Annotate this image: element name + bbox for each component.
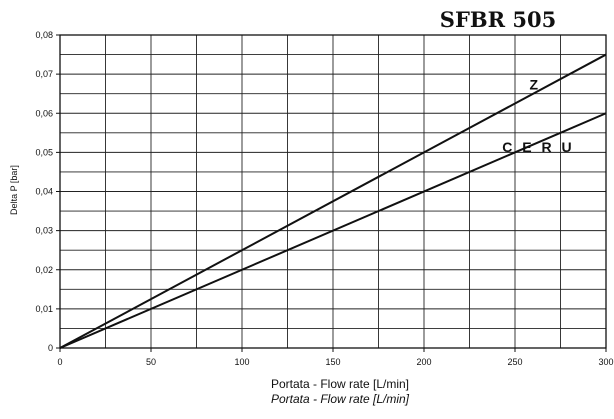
series-line: [59, 53, 607, 349]
grid: [60, 35, 606, 348]
x-tick-label: 150: [325, 357, 340, 367]
x-tick-label: 0: [57, 357, 62, 367]
series-lines: [59, 53, 607, 349]
y-tick-label: 0: [48, 343, 53, 353]
x-tick-label: 50: [146, 357, 156, 367]
axes: [56, 34, 607, 352]
x-tick-label: 300: [598, 357, 613, 367]
tick-labels: 0 50 100 150 200 250 300 0 0,01 0,02 0,03 0,04 0,05 0…: [35, 30, 613, 367]
y-tick-label: 0,01: [35, 304, 53, 314]
y-tick-label: 0,06: [35, 108, 53, 118]
x-tick-label: 250: [507, 357, 522, 367]
x-tick-label: 200: [416, 357, 431, 367]
x-axis-label-italic: Portata - Flow rate [L/min]: [271, 392, 410, 406]
series-label: C E R U: [502, 139, 574, 155]
y-tick-label: 0,05: [35, 147, 53, 157]
y-axis-label: Delta P [bar]: [9, 165, 19, 215]
y-tick-label: 0,04: [35, 187, 53, 197]
x-axis-label: Portata - Flow rate [L/min]: [271, 377, 409, 391]
y-tick-label: 0,08: [35, 30, 53, 40]
series-labels: Z C E R U: [502, 77, 574, 155]
chart-title: SFBR 505: [440, 7, 556, 32]
series-line: [59, 112, 607, 349]
x-tick-label: 100: [234, 357, 249, 367]
y-tick-label: 0,07: [35, 69, 53, 79]
y-tick-label: 0,02: [35, 265, 53, 275]
y-tick-label: 0,03: [35, 226, 53, 236]
series-label: Z: [530, 77, 542, 93]
